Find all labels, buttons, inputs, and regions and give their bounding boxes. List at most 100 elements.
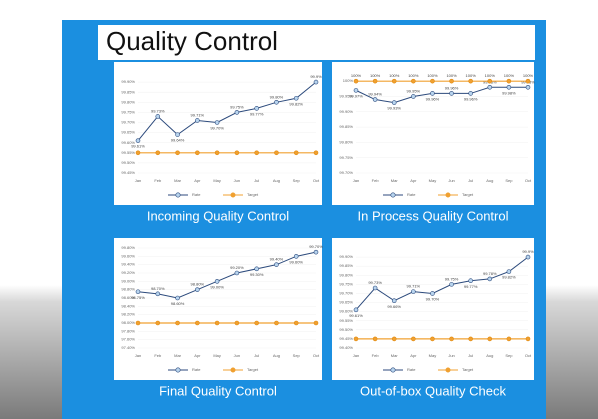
x-tick-label: Aug [486,353,493,358]
x-tick-label: Aug [273,178,280,183]
x-tick-label: Feb [372,353,380,358]
x-tick-label: Jul [468,178,473,183]
y-tick-label: 99.60% [339,309,353,314]
y-tick-label: 99.80% [121,99,135,104]
point-marker [214,120,220,125]
x-tick-label: Aug [486,178,493,183]
page-title: Quality Control [106,26,278,56]
point-marker [214,320,220,326]
data-label: 99.80% [270,94,284,99]
caption-bar [114,380,322,404]
x-tick-label: Jul [468,353,473,358]
point-marker [195,320,200,326]
y-tick-label: 99.45% [121,170,135,175]
legend-label: Target [247,192,259,197]
data-label: 99.73% [368,280,382,285]
series-line [137,81,317,141]
point-marker [274,320,279,326]
x-tick-label: Jul [254,353,259,358]
y-tick-label: 99.65% [121,130,135,135]
x-tick-label: Jun [448,178,454,183]
point-marker [391,298,397,304]
point-marker [372,97,378,102]
data-label: 100% [389,73,400,78]
data-label: 99.96% [445,85,459,90]
data-label: 99.96% [426,96,440,101]
point-marker [391,336,397,342]
point-marker [313,79,319,85]
x-tick-label: May [429,353,437,358]
point-marker [195,287,200,292]
chart-title: In Process Quality Control [357,208,508,223]
y-tick-label: 99.80% [339,139,353,144]
point-marker [254,106,259,111]
point-marker [293,254,299,259]
x-tick-label: Apr [194,178,201,183]
y-tick-label: 99.65% [339,300,353,305]
y-tick-label: 99.90% [121,79,135,84]
legend-marker [175,367,181,373]
y-tick-label: 99.85% [339,124,353,129]
point-marker [449,78,454,84]
point-marker [506,78,512,84]
point-marker [353,336,359,342]
point-marker [468,278,473,284]
point-marker [411,336,416,342]
x-tick-label: Apr [410,353,417,358]
caption-bar [114,205,322,229]
x-tick-label: Apr [194,353,201,358]
point-marker [313,150,319,156]
y-tick-label: 99.55% [121,150,135,155]
chart-title: Out-of-box Quality Check [360,383,506,398]
y-tick-label: 99.20% [121,270,135,275]
point-marker [525,336,531,342]
legend-marker [390,192,396,198]
data-label: 100% [523,73,534,78]
point-marker [313,320,319,326]
point-marker [506,85,512,90]
legend-marker [445,367,451,373]
x-tick-label: Sep [293,178,301,183]
y-tick-label: 99.70% [339,291,353,296]
caption-bar [332,205,534,229]
x-tick-label: Jan [135,353,141,358]
data-label: 100% [466,73,477,78]
data-label: 100% [408,73,419,78]
point-marker [274,100,279,105]
x-tick-label: Sep [505,353,513,358]
point-marker [353,88,359,93]
legend-marker [175,192,181,198]
x-tick-label: Oct [313,353,320,358]
y-tick-label: 99.55% [339,318,353,323]
point-marker [175,150,180,156]
x-tick-label: Oct [313,178,320,183]
point-marker [487,276,493,282]
data-label: 98.80% [191,282,205,287]
point-marker [234,150,240,156]
x-tick-label: Jun [234,178,240,183]
point-marker [234,270,240,276]
data-label: 99.30% [250,272,264,277]
data-label: 99.70% [210,126,224,131]
y-tick-label: 99.85% [121,89,135,94]
chart-panel [332,238,534,380]
legend-marker [230,367,236,373]
chart-title: Final Quality Control [159,383,277,398]
point-marker [449,91,454,96]
point-marker [175,132,180,137]
data-label: 99.60% [289,259,303,264]
point-marker [430,91,435,96]
point-marker [195,150,200,156]
point-marker [411,289,416,294]
y-tick-label: 99.90% [339,109,353,114]
data-label: 99.61% [349,313,363,318]
data-label: 99.75% [230,104,244,109]
data-label: 98.60% [171,301,185,306]
point-marker [372,336,378,342]
point-marker [293,320,299,326]
caption-bar [332,380,534,404]
point-marker [372,285,378,291]
point-marker [353,307,359,313]
x-tick-label: Oct [525,353,532,358]
data-label: 99.40% [270,257,284,262]
